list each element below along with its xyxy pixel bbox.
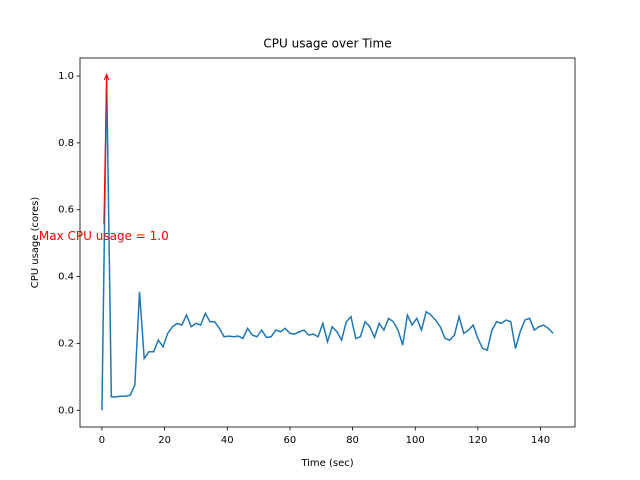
x-tick-label: 100 <box>406 435 425 446</box>
y-axis-label: CPU usage (cores) <box>30 197 41 289</box>
y-tick-label: 1.0 <box>58 71 74 82</box>
x-tick-label: 80 <box>346 435 359 446</box>
annotation-arrowhead <box>103 73 110 81</box>
y-tick-label: 0.4 <box>58 272 74 283</box>
plot-frame <box>79 57 576 428</box>
x-tick-label: 120 <box>468 435 487 446</box>
y-tick-label: 0.0 <box>58 405 74 416</box>
chart-title: CPU usage over Time <box>263 37 391 51</box>
x-tick-label: 0 <box>99 435 105 446</box>
annotation-text: Max CPU usage = 1.0 <box>39 229 169 243</box>
y-tick-label: 0.2 <box>58 338 74 349</box>
annotation-arrow <box>103 75 108 225</box>
x-tick-label: 140 <box>531 435 550 446</box>
x-tick-label: 60 <box>284 435 297 446</box>
data-line <box>101 74 554 411</box>
x-tick-label: 20 <box>158 435 171 446</box>
y-tick-label: 0.6 <box>58 205 74 216</box>
y-tick-label: 0.8 <box>58 138 74 149</box>
x-tick-label: 40 <box>221 435 234 446</box>
x-axis-label: Time (sec) <box>300 458 353 469</box>
